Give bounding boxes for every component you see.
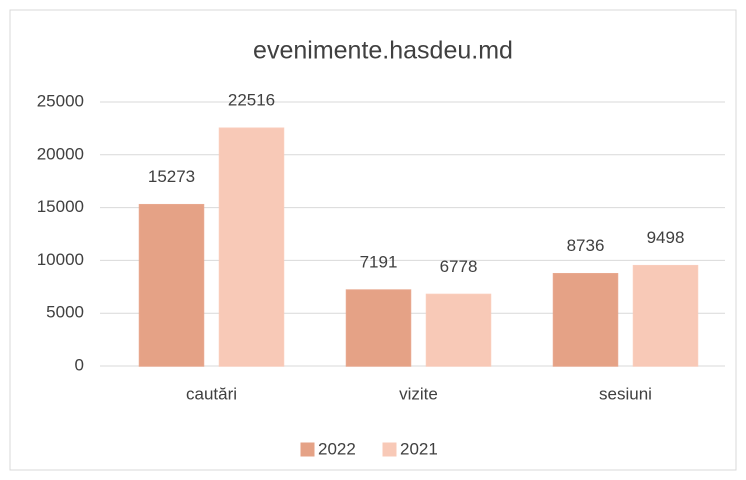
y-tick-label: 15000 xyxy=(37,197,84,216)
data-label: 7191 xyxy=(360,253,398,272)
x-tick-label: sesiuni xyxy=(599,384,652,403)
bar xyxy=(218,127,285,367)
chart-title: evenimente.hasdeu.md xyxy=(253,37,513,65)
data-label: 9498 xyxy=(647,228,685,247)
x-tick-label: cautări xyxy=(186,384,237,403)
legend-label: 2022 xyxy=(318,439,356,458)
data-label: 15273 xyxy=(148,167,195,186)
bar xyxy=(552,272,619,367)
legend-swatch xyxy=(382,442,397,457)
legend-label: 2021 xyxy=(400,439,438,458)
data-label: 6778 xyxy=(440,257,478,276)
y-tick-label: 20000 xyxy=(37,144,84,163)
bar xyxy=(345,289,412,367)
data-label: 22516 xyxy=(228,91,275,110)
chart-border xyxy=(9,9,737,471)
y-tick-label: 5000 xyxy=(46,303,84,322)
bar xyxy=(138,203,205,367)
y-tick-label: 25000 xyxy=(37,91,84,110)
y-tick-label: 10000 xyxy=(37,250,84,269)
y-tick-label: 0 xyxy=(75,355,84,374)
bar xyxy=(632,264,699,367)
x-tick-label: vizite xyxy=(399,384,438,403)
legend-swatch xyxy=(300,442,315,457)
bar xyxy=(425,293,492,367)
data-label: 8736 xyxy=(567,236,605,255)
